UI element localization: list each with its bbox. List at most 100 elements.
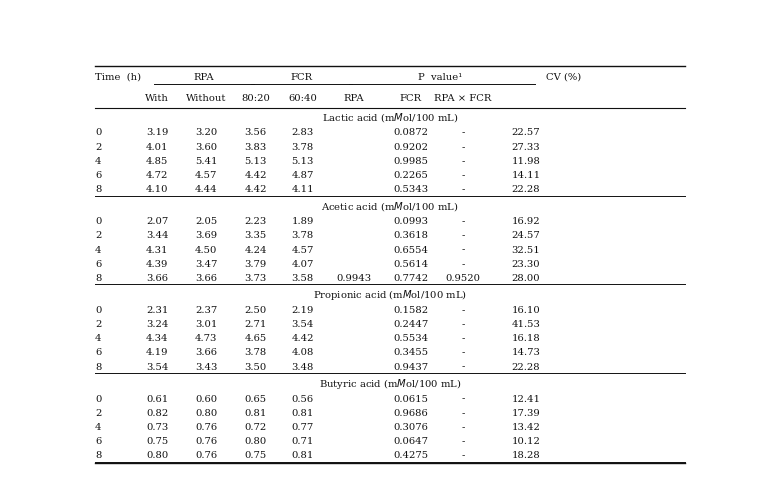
Text: 0.80: 0.80	[146, 451, 168, 460]
Text: Acetic acid (m$\it{M}$ol/100 mL): Acetic acid (m$\it{M}$ol/100 mL)	[321, 200, 459, 213]
Text: 2.07: 2.07	[146, 217, 168, 226]
Text: 0.5614: 0.5614	[393, 260, 428, 269]
Text: 0.3455: 0.3455	[393, 348, 428, 357]
Text: 0: 0	[95, 128, 101, 137]
Text: 0.1582: 0.1582	[393, 306, 428, 315]
Text: 3.78: 3.78	[291, 231, 314, 241]
Text: 0.80: 0.80	[244, 437, 266, 446]
Text: 2: 2	[95, 409, 101, 418]
Text: 0.60: 0.60	[195, 394, 217, 404]
Text: 6: 6	[95, 348, 101, 357]
Text: RPA × FCR: RPA × FCR	[435, 94, 492, 103]
Text: 14.73: 14.73	[511, 348, 540, 357]
Text: 4.42: 4.42	[244, 171, 267, 180]
Text: 0.80: 0.80	[195, 409, 217, 418]
Text: 3.58: 3.58	[291, 274, 314, 283]
Text: FCR: FCR	[291, 73, 313, 82]
Text: 2: 2	[95, 320, 101, 329]
Text: 3.83: 3.83	[244, 143, 266, 151]
Text: -: -	[461, 334, 465, 343]
Text: 4.19: 4.19	[146, 348, 168, 357]
Text: 80:20: 80:20	[241, 94, 270, 103]
Text: 4: 4	[95, 334, 102, 343]
Text: 5.13: 5.13	[244, 157, 267, 166]
Text: -: -	[461, 348, 465, 357]
Text: FCR: FCR	[400, 94, 422, 103]
Text: 16.92: 16.92	[512, 217, 540, 226]
Text: 0: 0	[95, 217, 101, 226]
Text: 0.73: 0.73	[146, 423, 168, 432]
Text: -: -	[461, 143, 465, 151]
Text: 8: 8	[95, 451, 101, 460]
Text: -: -	[461, 394, 465, 404]
Text: Butyric acid (m$\it{M}$ol/100 mL): Butyric acid (m$\it{M}$ol/100 mL)	[319, 377, 461, 391]
Text: 18.28: 18.28	[511, 451, 540, 460]
Text: -: -	[461, 437, 465, 446]
Text: 4.50: 4.50	[195, 245, 217, 255]
Text: 0.2447: 0.2447	[393, 320, 428, 329]
Text: 22.57: 22.57	[512, 128, 540, 137]
Text: 0.81: 0.81	[291, 409, 314, 418]
Text: RPA: RPA	[194, 73, 215, 82]
Text: 3.66: 3.66	[195, 348, 217, 357]
Text: -: -	[461, 245, 465, 255]
Text: 3.73: 3.73	[244, 274, 266, 283]
Text: 0.0872: 0.0872	[393, 128, 428, 137]
Text: 3.79: 3.79	[244, 260, 266, 269]
Text: 3.43: 3.43	[195, 363, 217, 372]
Text: 16.10: 16.10	[511, 306, 540, 315]
Text: 0.75: 0.75	[146, 437, 168, 446]
Text: 2.31: 2.31	[146, 306, 168, 315]
Text: 5.13: 5.13	[291, 157, 314, 166]
Text: 24.57: 24.57	[511, 231, 540, 241]
Text: Without: Without	[186, 94, 226, 103]
Text: CV (%): CV (%)	[546, 73, 581, 82]
Text: -: -	[461, 409, 465, 418]
Text: 0.4275: 0.4275	[393, 451, 428, 460]
Text: 0.7742: 0.7742	[393, 274, 428, 283]
Text: 0.76: 0.76	[195, 437, 217, 446]
Text: 0.9520: 0.9520	[446, 274, 481, 283]
Text: P  value¹: P value¹	[418, 73, 462, 82]
Text: 0.0993: 0.0993	[393, 217, 428, 226]
Text: 4.65: 4.65	[244, 334, 266, 343]
Text: Lactic acid (m$\it{M}$ol/100 mL): Lactic acid (m$\it{M}$ol/100 mL)	[322, 111, 458, 124]
Text: 23.30: 23.30	[512, 260, 540, 269]
Text: 0.9985: 0.9985	[393, 157, 428, 166]
Text: 0.9943: 0.9943	[336, 274, 371, 283]
Text: -: -	[461, 217, 465, 226]
Text: 0.0647: 0.0647	[393, 437, 428, 446]
Text: 2.71: 2.71	[244, 320, 267, 329]
Text: 3.20: 3.20	[195, 128, 217, 137]
Text: -: -	[461, 171, 465, 180]
Text: 2.05: 2.05	[195, 217, 217, 226]
Text: 8: 8	[95, 274, 101, 283]
Text: 2: 2	[95, 231, 101, 241]
Text: 14.11: 14.11	[511, 171, 540, 180]
Text: 41.53: 41.53	[511, 320, 540, 329]
Text: 3.01: 3.01	[195, 320, 217, 329]
Text: 32.51: 32.51	[511, 245, 540, 255]
Text: -: -	[461, 231, 465, 241]
Text: 3.56: 3.56	[244, 128, 266, 137]
Text: Propionic acid (m$\it{M}$ol/100 mL): Propionic acid (m$\it{M}$ol/100 mL)	[313, 288, 467, 302]
Text: 0.81: 0.81	[244, 409, 267, 418]
Text: 2: 2	[95, 143, 101, 151]
Text: -: -	[461, 306, 465, 315]
Text: 3.19: 3.19	[146, 128, 168, 137]
Text: 0.77: 0.77	[291, 423, 314, 432]
Text: -: -	[461, 260, 465, 269]
Text: 8: 8	[95, 185, 101, 194]
Text: 3.60: 3.60	[195, 143, 217, 151]
Text: -: -	[461, 185, 465, 194]
Text: -: -	[461, 320, 465, 329]
Text: 4.85: 4.85	[146, 157, 168, 166]
Text: 4.57: 4.57	[291, 245, 314, 255]
Text: 22.28: 22.28	[512, 363, 540, 372]
Text: 0.82: 0.82	[146, 409, 168, 418]
Text: 4.72: 4.72	[146, 171, 168, 180]
Text: With: With	[145, 94, 169, 103]
Text: 0.3076: 0.3076	[393, 423, 428, 432]
Text: 4: 4	[95, 245, 102, 255]
Text: 0.5534: 0.5534	[393, 334, 428, 343]
